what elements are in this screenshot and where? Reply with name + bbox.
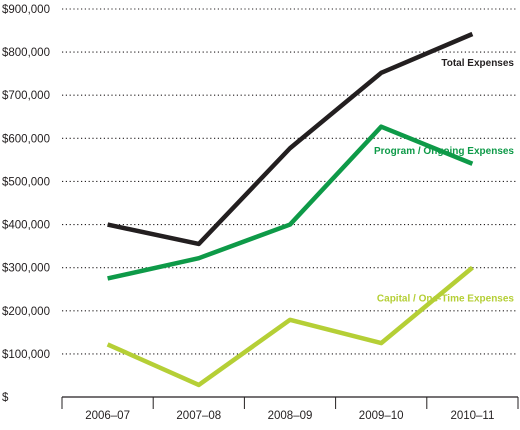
y-tick-label: $100,000 (2, 349, 50, 361)
series-labels: Total Expenses Program / Ongoing Expenses… (374, 58, 514, 305)
series-line-2 (106, 265, 474, 388)
y-tick-label: $ (2, 392, 9, 404)
y-tick-label: $600,000 (2, 133, 50, 145)
y-tick-label: $500,000 (2, 176, 50, 188)
series-label: Total Expenses (441, 58, 514, 69)
y-tick-label: $300,000 (2, 263, 50, 275)
x-tick-label: 2008–09 (268, 410, 313, 422)
series-label: Program / Ongoing Expenses (374, 146, 514, 157)
series-label: Capital / One-Time Expenses (377, 294, 515, 305)
series-line-0 (107, 31, 474, 247)
y-tick-label: $200,000 (2, 306, 50, 318)
grid-lines (62, 8, 518, 355)
x-tick-label: 2007–08 (176, 410, 221, 422)
x-tick-label: 2006–07 (85, 410, 130, 422)
axes: $ $100,000 $200,000 $300,000 $400,000 $500,00… (2, 4, 519, 422)
y-tick-label: $700,000 (2, 90, 50, 102)
y-tick-label: $800,000 (2, 47, 50, 59)
x-tick-label: 2010–11 (450, 410, 494, 422)
x-tick-label: 2009–10 (359, 410, 404, 422)
y-tick-label: $400,000 (2, 220, 50, 232)
series-lines (106, 31, 474, 388)
y-tick-label: $900,000 (2, 4, 50, 16)
